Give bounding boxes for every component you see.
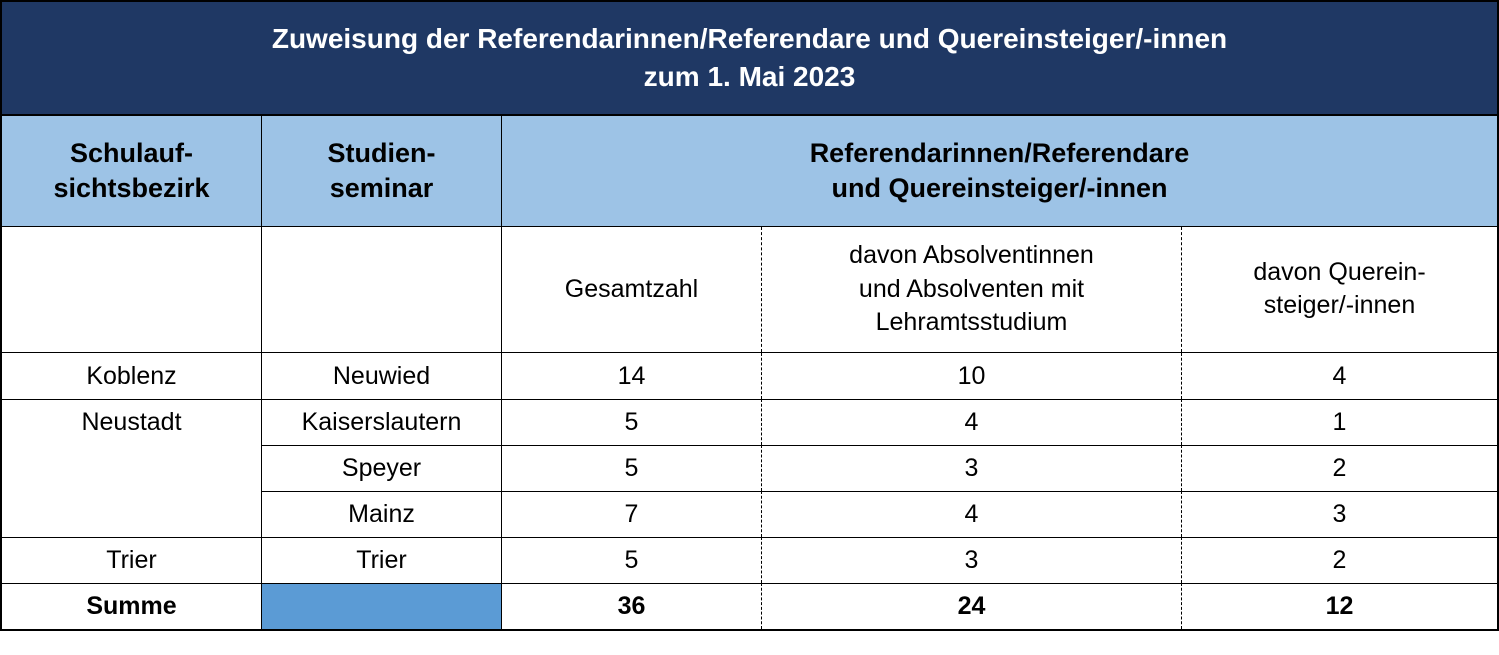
header-bezirk-l1: Schulauf-: [70, 138, 193, 168]
cell-quer: 3: [1182, 491, 1497, 537]
cell-bezirk: [2, 491, 262, 537]
cell-bezirk: Trier: [2, 537, 262, 583]
cell-absolv: 3: [762, 537, 1182, 583]
subheader-empty-2: [262, 227, 502, 352]
cell-quer: 2: [1182, 445, 1497, 491]
subheader-absolventen: davon Absolventinnen und Absolventen mit…: [762, 227, 1182, 352]
sub-b-l2: und Absolventen mit: [859, 275, 1084, 303]
subheader-row: Gesamtzahl davon Absolventinnen und Abso…: [2, 226, 1497, 353]
table-row: Trier Trier 5 3 2: [2, 537, 1497, 583]
cell-gesamt: 5: [502, 399, 762, 445]
table-row: Neustadt Kaiserslautern 5 4 1: [2, 399, 1497, 445]
sum-quer: 12: [1182, 583, 1497, 629]
header-group-l1: Referendarinnen/Referendare: [810, 138, 1190, 168]
cell-absolv: 3: [762, 445, 1182, 491]
cell-bezirk: Neustadt: [2, 399, 262, 445]
sum-label: Summe: [2, 583, 262, 629]
cell-seminar: Trier: [262, 537, 502, 583]
cell-quer: 2: [1182, 537, 1497, 583]
header-group: Referendarinnen/Referendare und Quereins…: [502, 116, 1497, 226]
table-title: Zuweisung der Referendarinnen/Referendar…: [2, 2, 1497, 116]
cell-quer: 4: [1182, 353, 1497, 399]
header-seminar-l2: seminar: [330, 173, 434, 203]
cell-seminar: Kaiserslautern: [262, 399, 502, 445]
subheader-empty-1: [2, 227, 262, 352]
title-line-1: Zuweisung der Referendarinnen/Referendar…: [272, 23, 1227, 54]
cell-seminar: Mainz: [262, 491, 502, 537]
cell-absolv: 10: [762, 353, 1182, 399]
header-seminar: Studien- seminar: [262, 116, 502, 226]
cell-absolv: 4: [762, 491, 1182, 537]
header-bezirk: Schulauf- sichtsbezirk: [2, 116, 262, 226]
table-row: Koblenz Neuwied 14 10 4: [2, 353, 1497, 399]
cell-gesamt: 14: [502, 353, 762, 399]
cell-gesamt: 5: [502, 445, 762, 491]
allocation-table: Zuweisung der Referendarinnen/Referendar…: [0, 0, 1499, 631]
subheader-gesamt: Gesamtzahl: [502, 227, 762, 352]
sub-b-l3: Lehramtsstudium: [876, 308, 1068, 336]
sum-empty: [262, 583, 502, 629]
table-row: Speyer 5 3 2: [2, 445, 1497, 491]
sum-gesamt: 36: [502, 583, 762, 629]
sum-row: Summe 36 24 12: [2, 583, 1497, 629]
cell-gesamt: 5: [502, 537, 762, 583]
cell-gesamt: 7: [502, 491, 762, 537]
cell-bezirk: [2, 445, 262, 491]
cell-seminar: Neuwied: [262, 353, 502, 399]
cell-seminar: Speyer: [262, 445, 502, 491]
subheader-quereinsteiger: davon Querein- steiger/-innen: [1182, 227, 1497, 352]
cell-absolv: 4: [762, 399, 1182, 445]
header-seminar-l1: Studien-: [328, 138, 436, 168]
cell-quer: 1: [1182, 399, 1497, 445]
sum-absolv: 24: [762, 583, 1182, 629]
cell-bezirk: Koblenz: [2, 353, 262, 399]
title-line-2: zum 1. Mai 2023: [644, 61, 856, 92]
sub-c-l2: steiger/-innen: [1264, 291, 1415, 319]
header-row: Schulauf- sichtsbezirk Studien- seminar …: [2, 116, 1497, 226]
table-row: Mainz 7 4 3: [2, 491, 1497, 537]
sub-b-l1: davon Absolventinnen: [849, 241, 1094, 269]
sub-c-l1: davon Querein-: [1253, 258, 1425, 286]
header-group-l2: und Quereinsteiger/-innen: [831, 173, 1167, 203]
header-bezirk-l2: sichtsbezirk: [53, 173, 209, 203]
